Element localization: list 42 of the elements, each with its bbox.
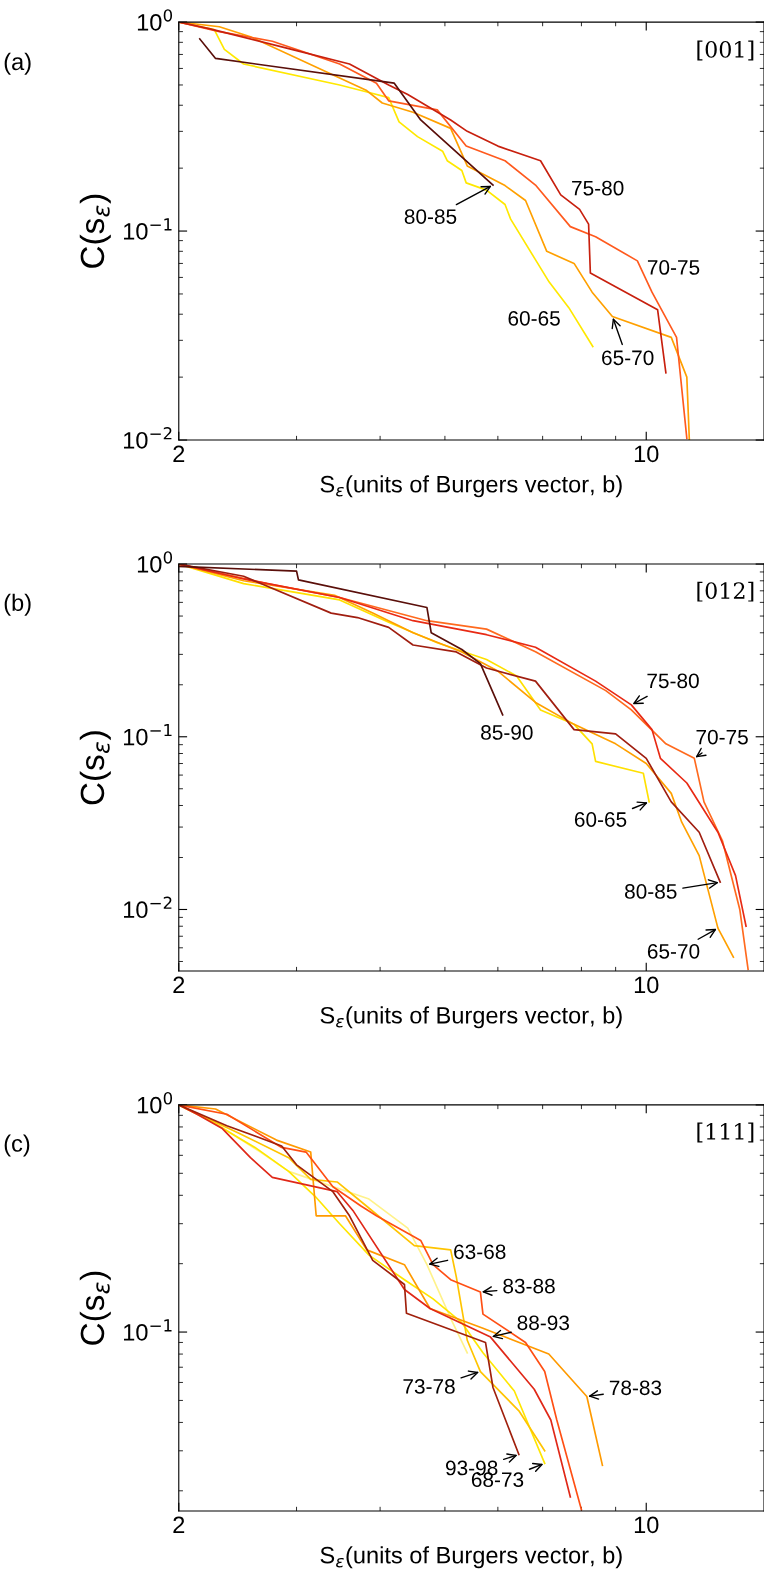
annotation: 60-65 — [574, 812, 627, 827]
x-tick-label: 10 — [634, 976, 659, 994]
y-tick-label: 10$^{−2}$ — [124, 896, 172, 919]
y-tick-label: 10$^{−2}$ — [124, 427, 172, 449]
y-tick-label: 10$^{−1}$ — [124, 1319, 172, 1341]
y-tick-label: 10$^{0}$ — [137, 551, 173, 573]
annotation: 80-85 — [404, 209, 457, 224]
annotation: 75-80 — [647, 673, 699, 689]
y-tick-label: 10$^{0}$ — [137, 1092, 173, 1114]
annotation: [012] — [697, 581, 754, 602]
x-axis-title: S$_{ε}$(units of Burgers vector, b) — [320, 475, 622, 498]
text: (a) — [4, 52, 31, 75]
annotation: [111] — [697, 1122, 754, 1143]
x-tick-label: 10 — [634, 1516, 659, 1534]
annotation: 73-78 — [403, 1379, 455, 1394]
annotation: 85-90 — [481, 725, 533, 740]
x-axis-title: S$_{ε}$(units of Burgers vector, b) — [320, 1546, 622, 1569]
x-tick-label: 10 — [634, 445, 659, 463]
text: (c) — [4, 1134, 30, 1157]
annotation: 75-80 — [572, 180, 624, 196]
annotation: 60-65 — [508, 310, 560, 326]
annotation: 80-85 — [625, 884, 677, 899]
text: (b) — [4, 593, 31, 616]
y-tick-label: 10$^{−1}$ — [124, 724, 172, 746]
y-tick-label: 10$^{0}$ — [137, 9, 173, 31]
y-axis-title: C(s$_{ε}$) — [79, 194, 111, 268]
annotation: 70-75 — [647, 260, 700, 275]
y-tick-label: 10$^{−1}$ — [124, 218, 172, 240]
x-tick-label: 2 — [173, 976, 185, 994]
annotation: 88-93 — [517, 1315, 570, 1331]
annotation: 78-83 — [609, 1380, 662, 1396]
annotation: 65-70 — [602, 350, 654, 366]
y-axis-title: C(s$_{ε}$) — [79, 1271, 111, 1345]
annotation: 83-88 — [503, 1278, 555, 1294]
x-tick-label: 2 — [173, 1516, 185, 1533]
x-axis-title: S$_{ε}$(units of Burgers vector, b) — [320, 1006, 622, 1029]
annotation: 70-75 — [696, 729, 748, 745]
annotation: 65-70 — [647, 943, 700, 959]
y-axis-title: C(s$_{ε}$) — [79, 731, 111, 805]
annotation: 63-68 — [454, 1244, 506, 1260]
annotation: [001] — [697, 40, 754, 61]
x-tick-label: 2 — [173, 445, 185, 463]
